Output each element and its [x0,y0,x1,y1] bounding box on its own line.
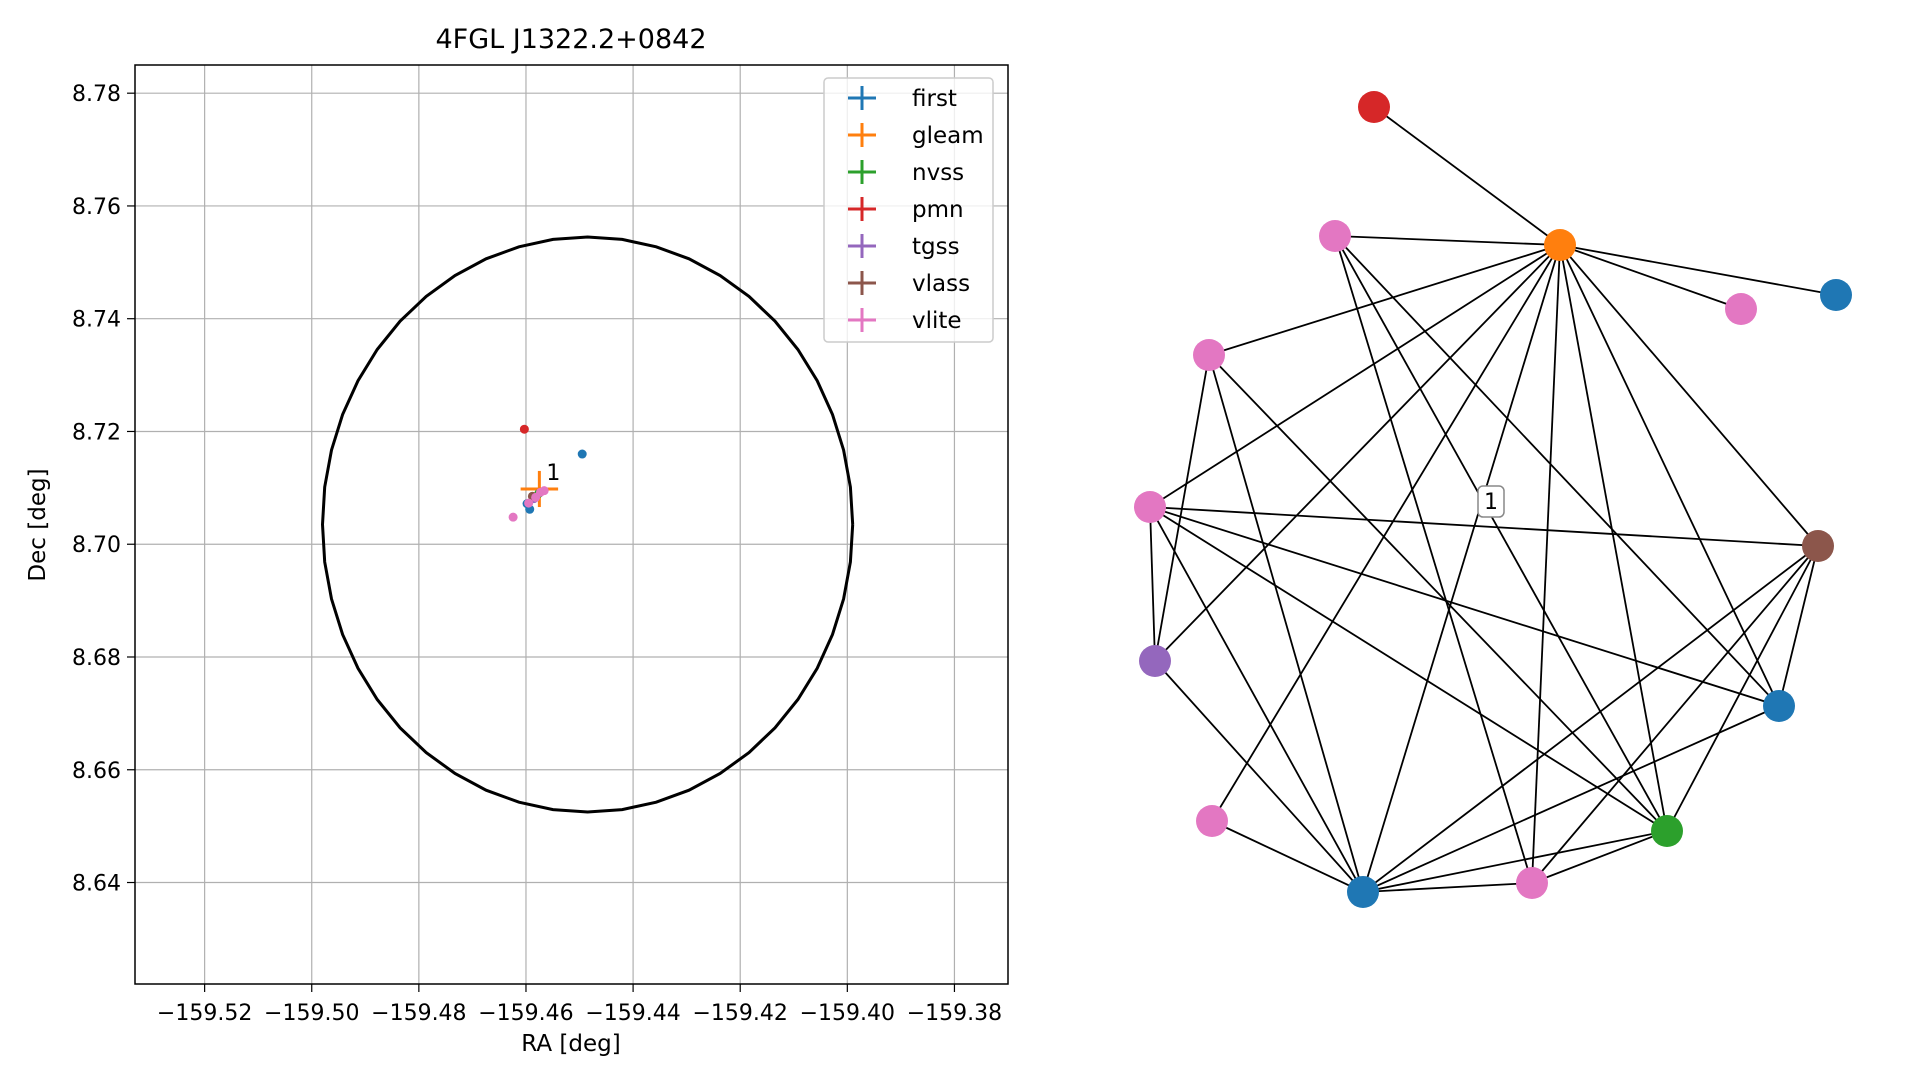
network-nodes [1134,91,1852,908]
network-node [1358,91,1390,123]
x-axis-ticks: −159.52 −159.50 −159.48 −159.46 −159.44 −159.… [157,984,1002,1026]
network-edge [1149,244,1561,508]
network-node [1196,805,1228,837]
data-points [508,424,587,522]
legend-label-gleam: gleam [912,123,984,149]
network-edge [1778,545,1819,707]
network-node [1725,293,1757,325]
network-edge [1559,244,1780,707]
network-edge [1362,882,1533,893]
data-point-vlite [539,486,549,496]
network-edge [1666,545,1819,832]
y-tick-label: 8.68 [72,646,121,671]
y-axis-ticks: 8.64 8.66 8.68 8.70 8.72 8.74 8.76 8.78 [72,82,135,897]
data-point-pmn [519,424,529,434]
network-edge [1149,506,1364,893]
network-node [1193,339,1225,371]
x-tick-label: −159.40 [800,1001,895,1026]
point-annotation: 1 [546,461,560,486]
error-ellipse-layer [320,235,855,814]
network-edge [1154,660,1364,893]
network-node [1763,690,1795,722]
network-node [1347,876,1379,908]
network-label-box: 1 [1477,485,1505,518]
network-node [1820,279,1852,311]
network-edge [1208,354,1668,832]
y-tick-label: 8.78 [72,82,121,107]
network-edge [1531,545,1819,884]
network-edge [1334,235,1533,884]
network-edge [1154,244,1561,662]
scatter-panel: 4FGL J1322.2+0842 1 −159.52 −159.50 −159.4… [25,24,1009,1057]
network-edge [1149,506,1819,547]
network-node [1139,645,1171,677]
network-panel: 1 [1134,91,1852,908]
network-edge [1149,506,1780,707]
network-edge [1559,244,1819,547]
label-box-text: 1 [1484,490,1498,515]
network-edge [1334,235,1780,707]
network-edges [1149,106,1837,893]
network-edge [1208,244,1561,356]
network-edge [1149,506,1668,832]
x-tick-label: −159.42 [692,1001,787,1026]
legend-label-vlite: vlite [912,308,962,334]
legend-frame [823,77,994,343]
network-edge [1373,106,1561,246]
y-axis-label: Dec [deg] [25,468,51,581]
x-tick-label: −159.46 [478,1001,573,1026]
x-tick-label: −159.50 [264,1001,359,1026]
network-edge [1531,830,1668,884]
network-edge [1362,244,1561,893]
legend-items: first gleam nvss pmn tgss vlass vlite [848,86,984,334]
legend-label-pmn: pmn [912,197,964,223]
network-node [1134,491,1166,523]
network-edge [1362,830,1668,893]
x-tick-label: −159.48 [371,1001,466,1026]
network-node [1544,229,1576,261]
label-box-frame [1477,485,1505,518]
data-point-vlite [508,512,518,522]
data-point-vlite [524,498,534,508]
network-node [1516,867,1548,899]
legend-label-first: first [912,86,957,112]
plot-frame [134,64,1009,985]
y-tick-label: 8.64 [72,872,121,897]
network-edge [1362,705,1780,893]
network-edge [1211,820,1364,893]
y-tick-label: 8.74 [72,308,121,333]
error-ellipse [320,235,855,814]
legend-label-nvss: nvss [912,160,964,186]
x-tick-label: −159.44 [585,1001,680,1026]
network-edge [1559,244,1742,310]
data-point-first [577,449,587,459]
network-node [1802,530,1834,562]
y-tick-label: 8.72 [72,420,121,445]
network-node [1319,220,1351,252]
y-tick-label: 8.76 [72,195,121,220]
chart-title: 4FGL J1322.2+0842 [435,24,706,55]
network-edge [1334,235,1668,832]
legend: first gleam nvss pmn tgss vlass vlite [823,77,994,343]
network-edge [1334,235,1561,246]
x-axis-label: RA [deg] [521,1031,620,1057]
y-tick-label: 8.66 [72,759,121,784]
network-edge [1531,244,1561,884]
legend-label-tgss: tgss [912,234,960,260]
x-tick-label: −159.52 [157,1001,252,1026]
network-edge [1208,354,1364,893]
network-edge [1559,244,1837,296]
network-edge [1362,545,1819,893]
network-node [1651,815,1683,847]
y-tick-label: 8.70 [72,533,121,558]
network-edge [1559,244,1668,832]
network-edge [1149,506,1156,662]
x-tick-label: −159.38 [907,1001,1002,1026]
legend-label-vlass: vlass [912,271,970,297]
